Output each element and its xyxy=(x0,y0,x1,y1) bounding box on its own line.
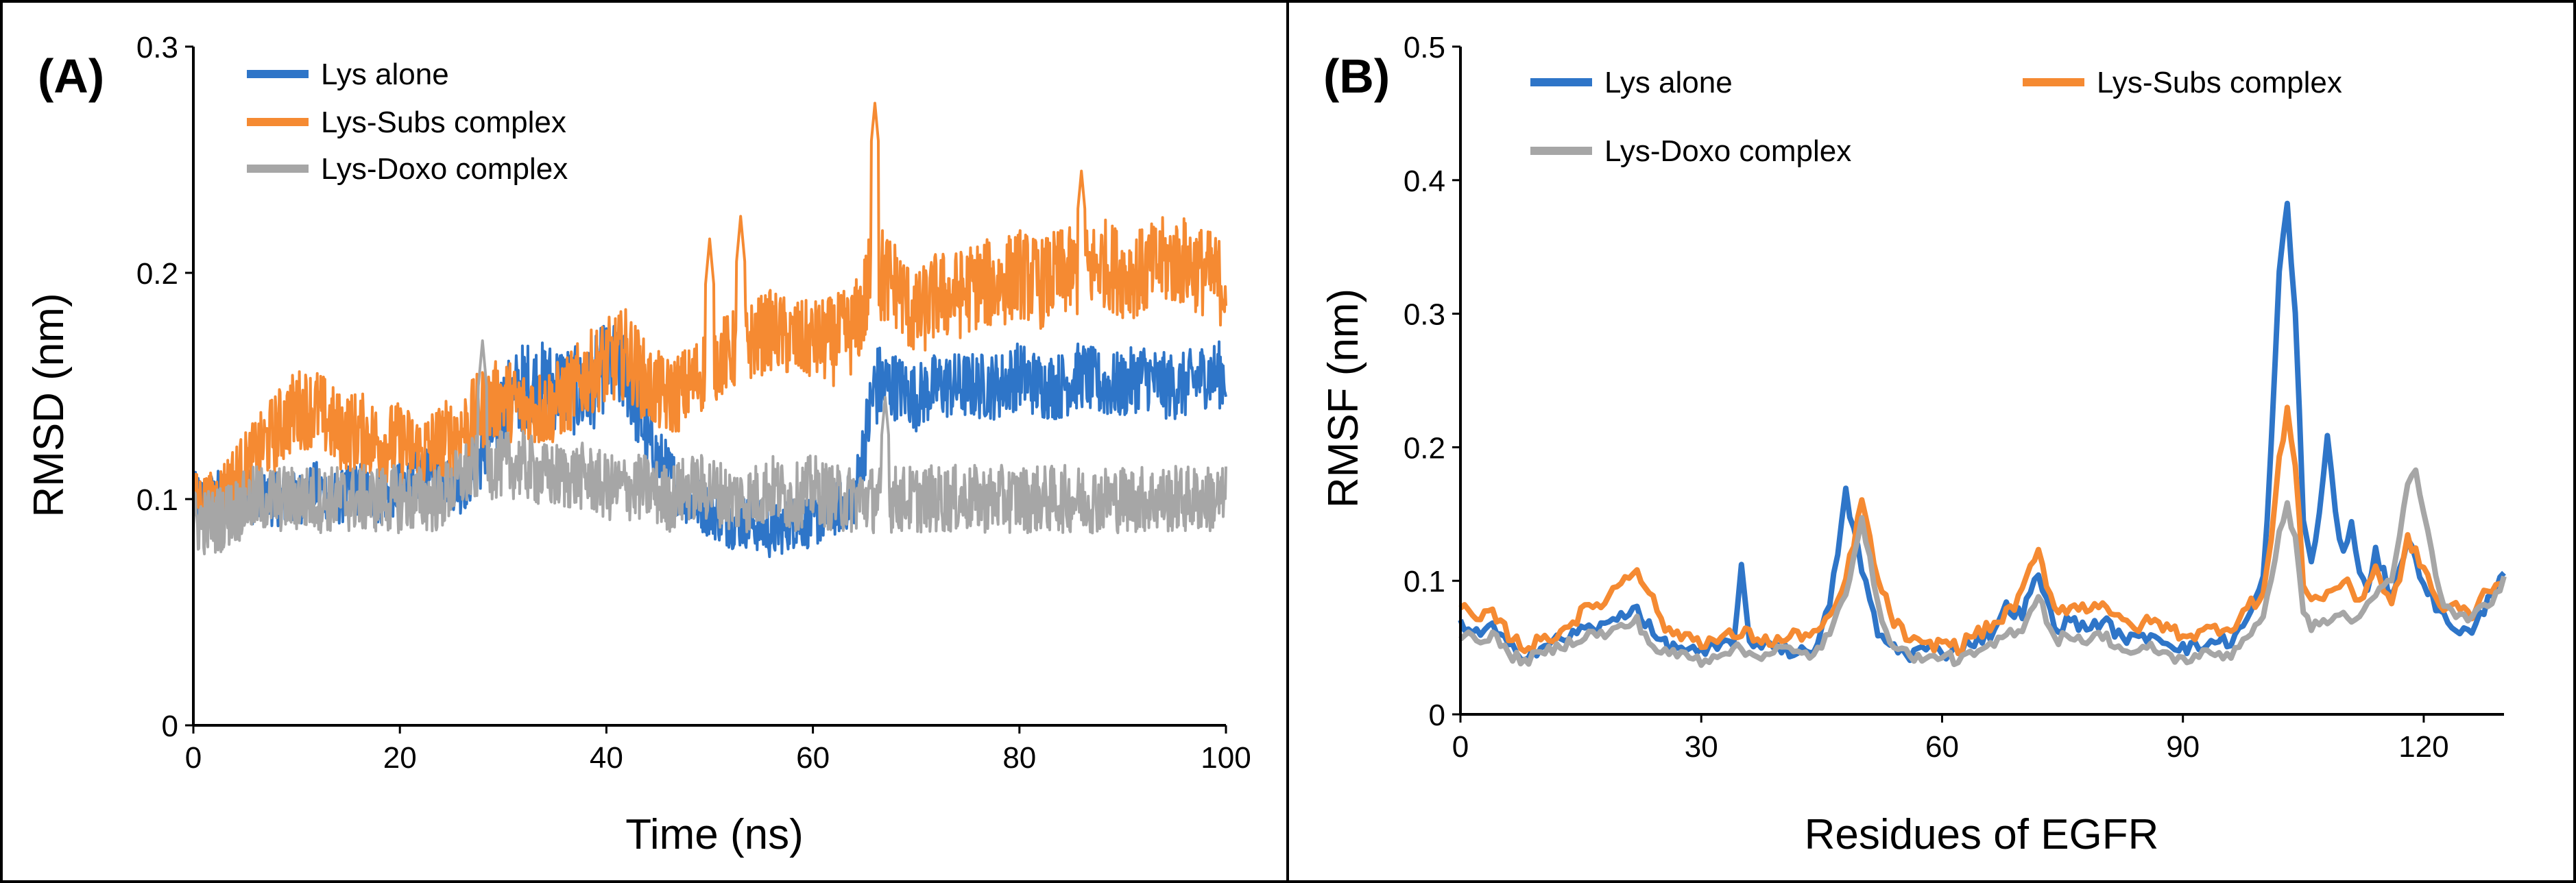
legend-item-lys-subs-complex: Lys-Subs complex xyxy=(2023,66,2342,99)
panel-a-y-axis-label: RMSD (nm) xyxy=(25,293,73,517)
panel-a-x-tick-label: 20 xyxy=(383,741,417,775)
panel-b-x-axis-label: Residues of EGFR xyxy=(1805,811,2159,858)
panel-b-y-tick-label: 0.5 xyxy=(1404,31,1445,64)
series-line-lys-subs-complex xyxy=(1458,404,2505,657)
panel-b-y-tick-label: 0.2 xyxy=(1404,431,1445,465)
series-line-lys-doxo-complex xyxy=(1458,467,2507,668)
panel-b-x-tick-label: 60 xyxy=(1925,730,1959,764)
legend-item-lys-alone: Lys alone xyxy=(1530,66,1733,99)
legend-label-lys-doxo-complex: Lys-Doxo complex xyxy=(321,152,568,186)
legend-item-lys-doxo-complex: Lys-Doxo complex xyxy=(247,152,568,186)
legend-label-lys-alone: Lys alone xyxy=(1604,66,1733,99)
panel-b-x-tick-labels: 0 30 60 90 120 xyxy=(1452,730,2449,764)
panel-a-label: (A) xyxy=(38,49,104,103)
panel-b-label: (B) xyxy=(1323,49,1390,103)
panel-b-x-tick-label: 0 xyxy=(1452,730,1469,764)
panel-b-y-tick-label: 0 xyxy=(1429,699,1445,732)
panel-a-x-tick-label: 80 xyxy=(1002,741,1036,775)
legend-label-lys-subs-complex: Lys-Subs complex xyxy=(321,106,566,139)
legend-item-lys-alone: Lys alone xyxy=(247,58,449,91)
legend-label-lys-alone: Lys alone xyxy=(321,58,449,91)
panel-b-y-tick-labels: 0 0.1 0.2 0.3 0.4 0.5 xyxy=(1404,31,1445,732)
legend-label-lys-doxo-complex: Lys-Doxo complex xyxy=(1604,134,1851,168)
panel-b-y-tick-label: 0.3 xyxy=(1404,298,1445,332)
panel-b-rmsf-chart: (B) 0 0.1 0.2 0.3 0.4 0.5 0 30 60 90 120 Residues… xyxy=(1320,31,2507,858)
panel-a-x-tick-labels: 0 20 40 60 80 100 xyxy=(185,741,1251,775)
panel-b-axes xyxy=(1452,45,2504,723)
legend-item-lys-subs-complex: Lys-Subs complex xyxy=(247,106,566,139)
panel-a-axes xyxy=(185,45,1227,734)
panel-a-x-axis-label: Time (ns) xyxy=(625,811,803,858)
panel-b-y-tick-label: 0.4 xyxy=(1404,165,1445,198)
panel-a-x-tick-label: 0 xyxy=(185,741,202,775)
panel-b-y-tick-label: 0.1 xyxy=(1404,565,1445,598)
panel-a-legend: Lys alone Lys-Subs complex Lys-Doxo comp… xyxy=(247,58,568,186)
legend-label-lys-subs-complex: Lys-Subs complex xyxy=(2097,66,2342,99)
panel-b-x-tick-label: 120 xyxy=(2398,730,2448,764)
panel-a-series-layer xyxy=(192,101,1227,559)
panel-a-y-tick-label: 0 xyxy=(162,710,178,743)
panel-a-rmsd-chart: (A) 0 0.1 0.2 0.3 0 20 40 60 80 100 Time (ns) RM… xyxy=(25,31,1251,858)
panel-a-x-tick-label: 60 xyxy=(796,741,830,775)
panel-b-legend: Lys alone Lys-Subs complex Lys-Doxo comp… xyxy=(1530,66,2342,168)
panel-b-x-tick-label: 30 xyxy=(1685,730,1718,764)
panel-a-y-tick-label: 0.3 xyxy=(136,31,178,64)
panel-a-y-tick-label: 0.1 xyxy=(136,483,178,517)
panel-b-y-axis-label: RMSF (nm) xyxy=(1320,289,1367,508)
series-line-lys-doxo-complex xyxy=(192,339,1227,555)
panel-b-series-layer xyxy=(1458,200,2507,668)
panel-b-x-tick-label: 90 xyxy=(2166,730,2200,764)
panel-a-x-tick-label: 40 xyxy=(590,741,623,775)
panel-a-y-tick-label: 0.2 xyxy=(136,257,178,291)
panel-a-x-tick-label: 100 xyxy=(1201,741,1251,775)
series-line-lys-alone xyxy=(1458,200,2506,664)
panel-a-y-tick-labels: 0 0.1 0.2 0.3 xyxy=(136,31,178,743)
legend-item-lys-doxo-complex: Lys-Doxo complex xyxy=(1530,134,1851,168)
